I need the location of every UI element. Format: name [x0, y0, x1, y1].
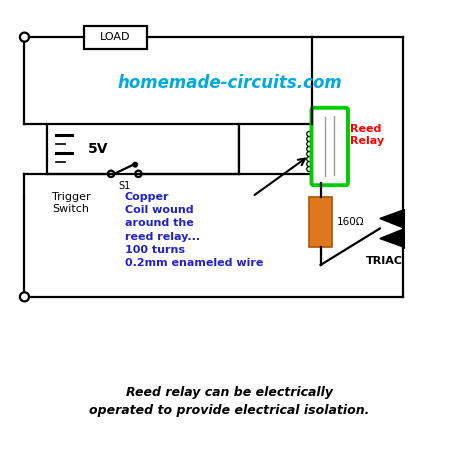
Bar: [47, 124, 239, 174]
Circle shape: [307, 161, 312, 166]
Text: Reed
Relay: Reed Relay: [350, 124, 384, 146]
Circle shape: [307, 132, 312, 137]
Circle shape: [307, 152, 312, 156]
Text: S1: S1: [118, 181, 131, 191]
Polygon shape: [380, 229, 403, 247]
Circle shape: [307, 142, 312, 147]
Circle shape: [307, 166, 312, 171]
Circle shape: [307, 156, 312, 161]
Text: 160Ω: 160Ω: [336, 217, 364, 227]
Text: TRIAC: TRIAC: [366, 256, 403, 266]
Bar: [309, 197, 332, 247]
Text: LOAD: LOAD: [101, 32, 131, 42]
Polygon shape: [380, 210, 403, 228]
Text: homemade-circuits.com: homemade-circuits.com: [117, 74, 342, 92]
Circle shape: [307, 137, 312, 142]
FancyBboxPatch shape: [312, 108, 348, 185]
Text: Trigger
Switch: Trigger Switch: [52, 192, 90, 214]
Bar: [239, 124, 312, 174]
Circle shape: [133, 162, 137, 167]
Text: Copper
Coil wound
around the
reed relay...
100 turns
0.2mm enameled wire: Copper Coil wound around the reed relay.…: [125, 192, 263, 268]
Circle shape: [307, 147, 312, 152]
Text: 5V: 5V: [88, 142, 109, 156]
Text: Reed relay can be electrically
operated to provide electrical isolation.: Reed relay can be electrically operated …: [90, 386, 369, 417]
Bar: [84, 26, 147, 48]
